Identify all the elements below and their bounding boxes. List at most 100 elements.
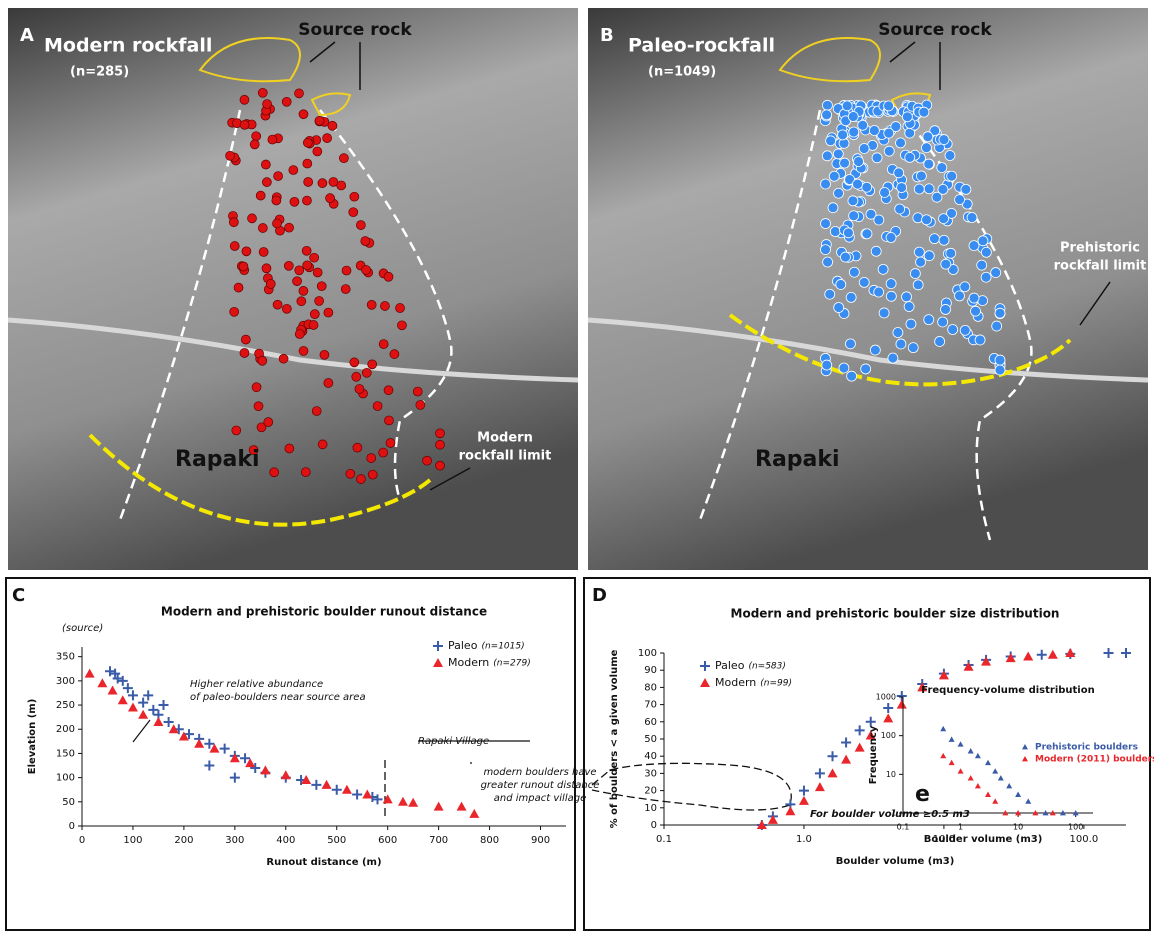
chart-title: Modern and prehistoric boulder size dist…: [731, 607, 1060, 621]
annotation: of paleo-boulders near source area: [190, 692, 366, 703]
boulder-dot: [361, 237, 370, 246]
boulder-dot: [416, 400, 425, 409]
photo-b: B Paleo-rockfall (n=1049) Source rock Ra…: [588, 8, 1148, 570]
boulder-dot: [919, 107, 929, 117]
y-tick-label: 40: [644, 751, 657, 762]
boulder-dot: [836, 279, 846, 289]
y-axis-label: % of boulders < a given volume: [609, 649, 620, 828]
boulder-dot: [362, 265, 371, 274]
boulder-dot: [829, 171, 839, 181]
boulder-dot: [834, 188, 844, 198]
boulder-dot: [916, 171, 926, 181]
boulder-dot: [945, 151, 955, 161]
legend-label: Paleo: [448, 639, 478, 652]
boulder-dot: [324, 308, 333, 317]
boulder-dot: [849, 267, 859, 277]
boulder-dot: [955, 291, 965, 301]
boulder-dot: [362, 368, 371, 377]
boulder-dot: [274, 172, 283, 181]
boulder-dot: [284, 261, 293, 270]
chart-title: Modern and prehistoric boulder runout di…: [161, 605, 487, 619]
y-tick-label: 90: [644, 665, 657, 676]
legend-label: Paleo: [715, 659, 745, 672]
photo-a: A Modern rockfall (n=285) Source rock Ra…: [8, 8, 578, 570]
boulder-dot: [977, 260, 987, 270]
boulder-dot: [423, 456, 432, 465]
boulder-dot: [840, 158, 850, 168]
y-tick-label: 100: [881, 731, 896, 740]
boulder-dot: [886, 279, 896, 289]
boulder-dot: [893, 328, 903, 338]
boulder-dot: [350, 192, 359, 201]
x-axis-label: Boulder volume (m3): [924, 834, 1043, 845]
boulder-dot: [886, 233, 896, 243]
boulder-dot: [840, 252, 850, 262]
boulder-dot: [262, 264, 271, 273]
boulder-dot: [384, 416, 393, 425]
boulder-dot: [301, 468, 310, 477]
panel-label: D: [592, 585, 607, 606]
boulder-dot: [436, 429, 445, 438]
boulder-dot: [397, 321, 406, 330]
boulder-dot: [240, 348, 249, 357]
panel-label: e: [915, 782, 930, 807]
boulder-dot: [302, 246, 311, 255]
x-tick-label: 700: [429, 835, 448, 846]
boulder-dot: [273, 300, 282, 309]
boulder-dot: [242, 247, 251, 256]
boulder-dot: [825, 289, 835, 299]
x-tick-label: 200: [174, 835, 193, 846]
boulder-dot: [258, 356, 267, 365]
boulder-dot: [368, 470, 377, 479]
boulder-dot: [913, 280, 923, 290]
panel-label: A: [20, 25, 34, 46]
boulder-dot: [230, 307, 239, 316]
legend-count: (n=1015): [481, 642, 524, 652]
boulder-dot: [830, 227, 840, 237]
boulder-dot: [822, 100, 832, 110]
boulder-dot: [315, 296, 324, 305]
boulder-dot: [258, 224, 267, 233]
boulder-dot: [995, 308, 1005, 318]
boulder-dot: [859, 277, 869, 287]
boulder-dot: [975, 335, 985, 345]
boulder-dot: [268, 135, 277, 144]
boulder-dot: [318, 179, 327, 188]
boulder-dot: [895, 204, 905, 214]
boulder-dot: [256, 191, 265, 200]
limit-label: rockfall limit: [1054, 259, 1147, 274]
boulder-dot: [234, 283, 243, 292]
boulder-dot: [938, 184, 948, 194]
legend-label: Modern: [448, 656, 489, 669]
boulder-dot: [240, 95, 249, 104]
sample-count: (n=1049): [648, 65, 716, 80]
boulder-dot: [884, 128, 894, 138]
boulder-dot: [299, 286, 308, 295]
boulder-dot: [937, 163, 947, 173]
boulder-dot: [838, 130, 848, 140]
boulder-dot: [254, 402, 263, 411]
boulder-dot: [914, 184, 924, 194]
boulder-dot: [379, 340, 388, 349]
x-tick-label: 600: [378, 835, 397, 846]
boulder-dot: [947, 171, 957, 181]
y-axis-label: Frequency: [868, 725, 879, 784]
boulder-dot: [341, 285, 350, 294]
x-tick-label: 100: [1068, 823, 1083, 832]
boulder-dot: [941, 304, 951, 314]
boulder-dot: [853, 179, 863, 189]
boulder-dot: [413, 387, 422, 396]
boulder-dot: [874, 215, 884, 225]
boulder-dot: [386, 438, 395, 447]
boulder-dot: [906, 319, 916, 329]
boulder-dot: [833, 149, 843, 159]
y-tick-label: 30: [644, 768, 657, 779]
boulder-dot: [904, 302, 914, 312]
photo-title: Modern rockfall: [44, 35, 212, 57]
boulder-dot: [823, 257, 833, 267]
annotation: (source): [62, 623, 103, 634]
boulder-dot: [352, 372, 361, 381]
boulder-dot: [313, 268, 322, 277]
boulder-dot: [995, 365, 1005, 375]
boulder-dot: [981, 272, 991, 282]
